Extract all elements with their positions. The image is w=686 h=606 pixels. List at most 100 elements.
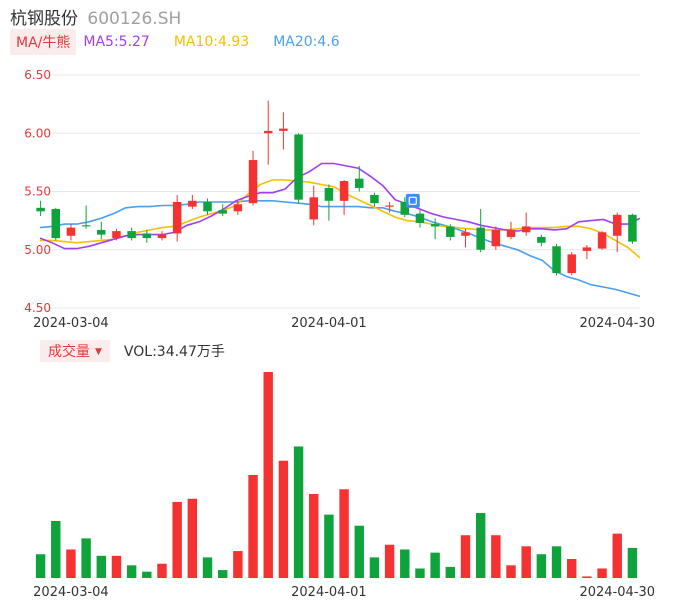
candle bbox=[263, 100, 273, 165]
candle bbox=[537, 234, 546, 247]
volume-bar bbox=[202, 557, 213, 578]
candle bbox=[400, 197, 410, 218]
x-tick-label: 2024-04-30 bbox=[579, 316, 655, 331]
candle bbox=[279, 112, 288, 150]
volume-bar bbox=[567, 558, 577, 578]
candle-body bbox=[597, 232, 607, 249]
candle-body bbox=[157, 234, 167, 239]
candle-body bbox=[415, 213, 425, 223]
candle-body bbox=[112, 231, 121, 239]
volume-bar bbox=[445, 566, 456, 578]
volume-bar bbox=[400, 549, 410, 578]
ma20-line bbox=[39, 200, 641, 298]
candle bbox=[506, 221, 516, 240]
candle-body bbox=[370, 194, 379, 204]
candle-body bbox=[66, 227, 76, 236]
candle-body bbox=[355, 178, 364, 189]
x-tick-label: 2024-04-01 bbox=[291, 316, 367, 331]
candle-body bbox=[203, 201, 212, 212]
candle bbox=[97, 221, 106, 240]
candle-body bbox=[339, 181, 349, 201]
y-tick-label: 6.00 bbox=[24, 126, 51, 140]
volume-date-axis: 2024-03-04 2024-04-01 2024-04-30 bbox=[33, 585, 655, 600]
price-grid bbox=[37, 74, 640, 309]
volume-bar bbox=[278, 460, 289, 578]
volume-bar bbox=[293, 446, 304, 578]
candle-body bbox=[385, 205, 394, 207]
volume-bar bbox=[111, 555, 122, 578]
candle-body bbox=[309, 197, 318, 220]
candle-body bbox=[521, 226, 531, 233]
volume-bar bbox=[430, 552, 440, 578]
candle bbox=[127, 227, 136, 241]
candle-body bbox=[324, 188, 334, 201]
candle bbox=[628, 213, 637, 244]
candle bbox=[112, 228, 121, 241]
candle-body bbox=[461, 232, 470, 236]
x-tick-label: 2024-04-30 bbox=[579, 585, 655, 600]
candle bbox=[582, 245, 592, 260]
candle-body bbox=[582, 247, 592, 251]
candle bbox=[552, 243, 561, 276]
y-tick-label: 5.50 bbox=[24, 185, 51, 199]
candle-body bbox=[248, 160, 258, 204]
candle bbox=[385, 201, 394, 213]
candle bbox=[476, 208, 485, 253]
candle bbox=[461, 228, 470, 248]
volume-bar bbox=[612, 533, 622, 578]
candle bbox=[491, 226, 501, 250]
volume-bars bbox=[35, 372, 638, 578]
candle bbox=[218, 204, 227, 216]
candle bbox=[81, 205, 91, 229]
volume-indicator-selector[interactable]: 成交量 ▼ bbox=[40, 340, 110, 362]
candle-body bbox=[51, 208, 61, 239]
candle-body bbox=[172, 201, 182, 234]
volume-bar bbox=[339, 489, 349, 578]
y-tick-label: 5.00 bbox=[24, 243, 51, 257]
dropdown-caret-icon: ▼ bbox=[95, 347, 102, 357]
ma20-value: MA20:4.6 bbox=[273, 34, 340, 50]
candle-body bbox=[430, 224, 440, 227]
ma5-line bbox=[39, 162, 641, 250]
volume-bar bbox=[415, 568, 425, 578]
volume-bar bbox=[369, 557, 380, 578]
x-tick-label: 2024-03-04 bbox=[33, 585, 109, 600]
volume-bar bbox=[309, 494, 319, 578]
y-tick-label: 6.50 bbox=[24, 68, 51, 82]
candle-body bbox=[127, 231, 136, 239]
volume-bar bbox=[597, 568, 607, 578]
candle-body bbox=[294, 134, 303, 200]
marker-glyph bbox=[408, 196, 417, 205]
candle-body bbox=[97, 229, 106, 235]
volume-bar bbox=[627, 547, 638, 578]
candle bbox=[597, 231, 607, 250]
candle bbox=[248, 150, 258, 206]
candle-body bbox=[81, 225, 91, 227]
stock-title: 杭钢股份 600126.SH bbox=[10, 4, 181, 29]
candle bbox=[339, 179, 349, 215]
ma-indicator-selector[interactable]: MA/牛熊 bbox=[10, 29, 77, 55]
candle-body bbox=[233, 204, 243, 212]
volume-bar bbox=[157, 563, 167, 578]
candle-body bbox=[491, 229, 501, 247]
volume-bar bbox=[384, 544, 395, 578]
candle bbox=[66, 224, 76, 241]
volume-bar bbox=[551, 546, 562, 578]
candle-body bbox=[506, 229, 516, 237]
candle-body bbox=[36, 207, 45, 212]
candle-body bbox=[612, 214, 622, 236]
volume-bar bbox=[521, 546, 531, 578]
candle-body bbox=[446, 226, 455, 237]
candle-body bbox=[537, 236, 546, 243]
price-date-axis: 2024-03-04 2024-04-01 2024-04-30 bbox=[33, 316, 655, 331]
volume-bar bbox=[233, 551, 243, 578]
candle bbox=[415, 210, 425, 228]
volume-value: VOL:34.47万手 bbox=[123, 344, 225, 360]
candle-body bbox=[188, 200, 197, 207]
price-axis-labels: 6.50 6.00 5.50 5.00 4.50 bbox=[24, 68, 51, 315]
candle bbox=[172, 194, 182, 242]
highlight-marker-icon[interactable] bbox=[405, 193, 420, 208]
candle-body bbox=[263, 130, 273, 134]
candle-body bbox=[628, 214, 637, 242]
candle-body bbox=[279, 128, 288, 131]
